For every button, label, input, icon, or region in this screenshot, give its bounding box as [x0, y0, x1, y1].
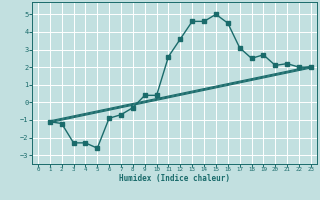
X-axis label: Humidex (Indice chaleur): Humidex (Indice chaleur) — [119, 174, 230, 183]
